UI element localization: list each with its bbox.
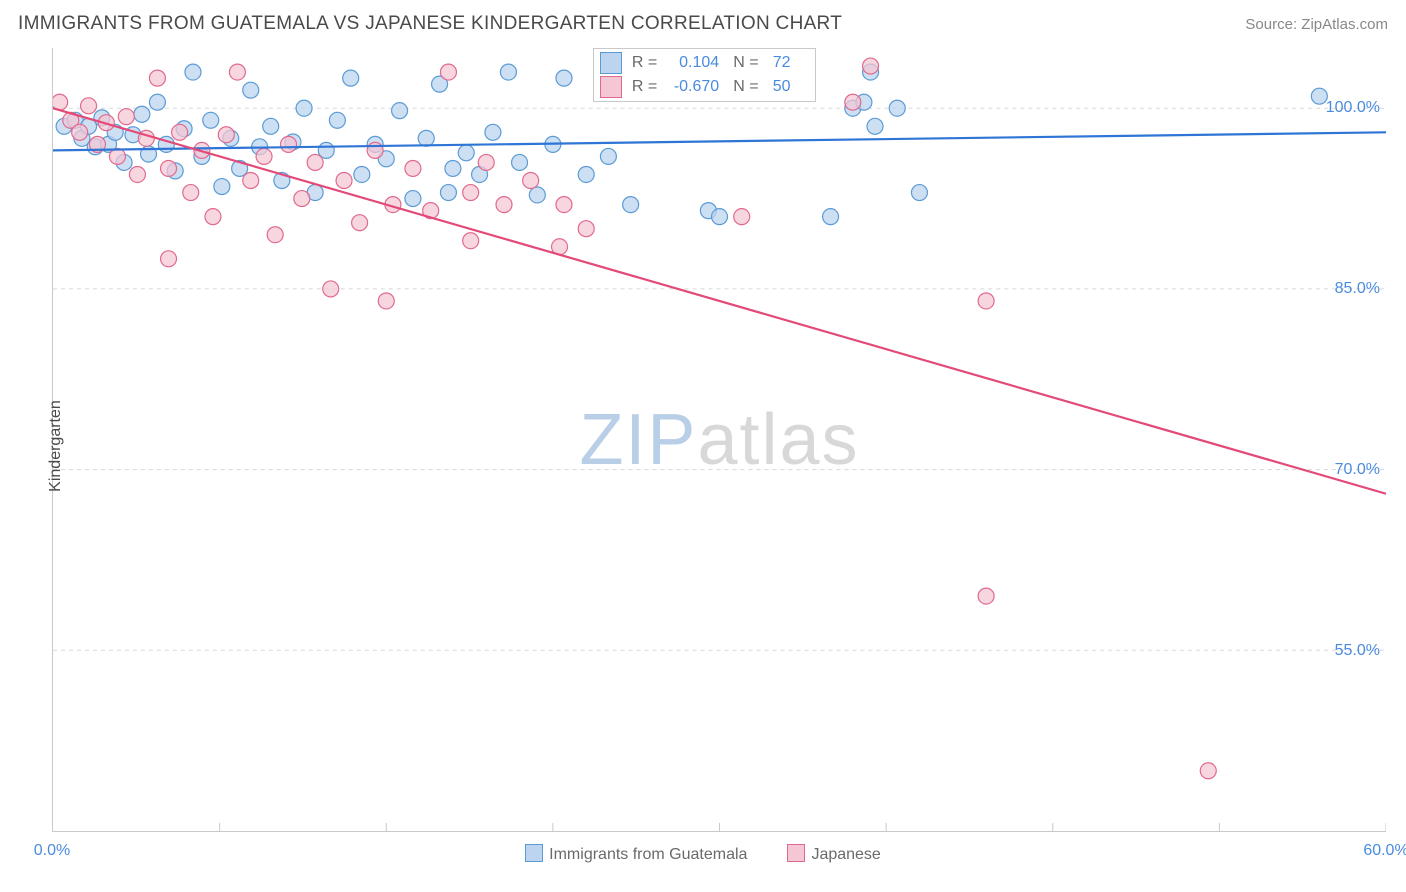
source-attribution: Source: ZipAtlas.com (1245, 16, 1388, 33)
series-legend: Immigrants from Guatemala Japanese (0, 844, 1406, 864)
legend-label: Japanese (811, 846, 880, 863)
scatter-plot-svg (53, 48, 1386, 831)
stats-row-guatemala: R =0.104 N = 72 (594, 51, 815, 75)
stats-N-label: N = (733, 78, 758, 96)
legend-item-japanese: Japanese (787, 844, 880, 864)
legend-swatch (787, 844, 805, 862)
legend-label: Immigrants from Guatemala (549, 846, 747, 863)
y-tick-label: 55.0% (1335, 642, 1380, 660)
stats-R-label: R = (632, 54, 657, 72)
chart-title: IMMIGRANTS FROM GUATEMALA VS JAPANESE KI… (18, 13, 842, 35)
legend-item-guatemala: Immigrants from Guatemala (525, 844, 747, 864)
stats-swatch (600, 76, 622, 98)
y-tick-label: 85.0% (1335, 280, 1380, 298)
plot-area: ZIPatlas R =0.104N =72R =-0.670N =50 (52, 48, 1386, 832)
stats-R-value: 0.104 (661, 54, 719, 72)
stats-swatch (600, 52, 622, 74)
source-link[interactable]: ZipAtlas.com (1301, 16, 1388, 33)
stats-row-japanese: R =-0.670 N = 50 (594, 75, 815, 99)
source-label: Source: (1245, 16, 1301, 33)
stats-R-value: -0.670 (661, 78, 719, 96)
y-axis-label: Kindergarten (47, 400, 65, 492)
stats-N-value: 50 (763, 78, 791, 96)
y-tick-label: 70.0% (1335, 461, 1380, 479)
correlation-stats-box: R =0.104 N = 72 R =-0.670 N = 50 (593, 48, 816, 102)
chart-header: IMMIGRANTS FROM GUATEMALA VS JAPANESE KI… (0, 0, 1406, 48)
stats-N-label: N = (733, 54, 758, 72)
stats-R-label: R = (632, 78, 657, 96)
y-tick-label: 100.0% (1326, 99, 1380, 117)
legend-swatch (525, 844, 543, 862)
stats-N-value: 72 (763, 54, 791, 72)
